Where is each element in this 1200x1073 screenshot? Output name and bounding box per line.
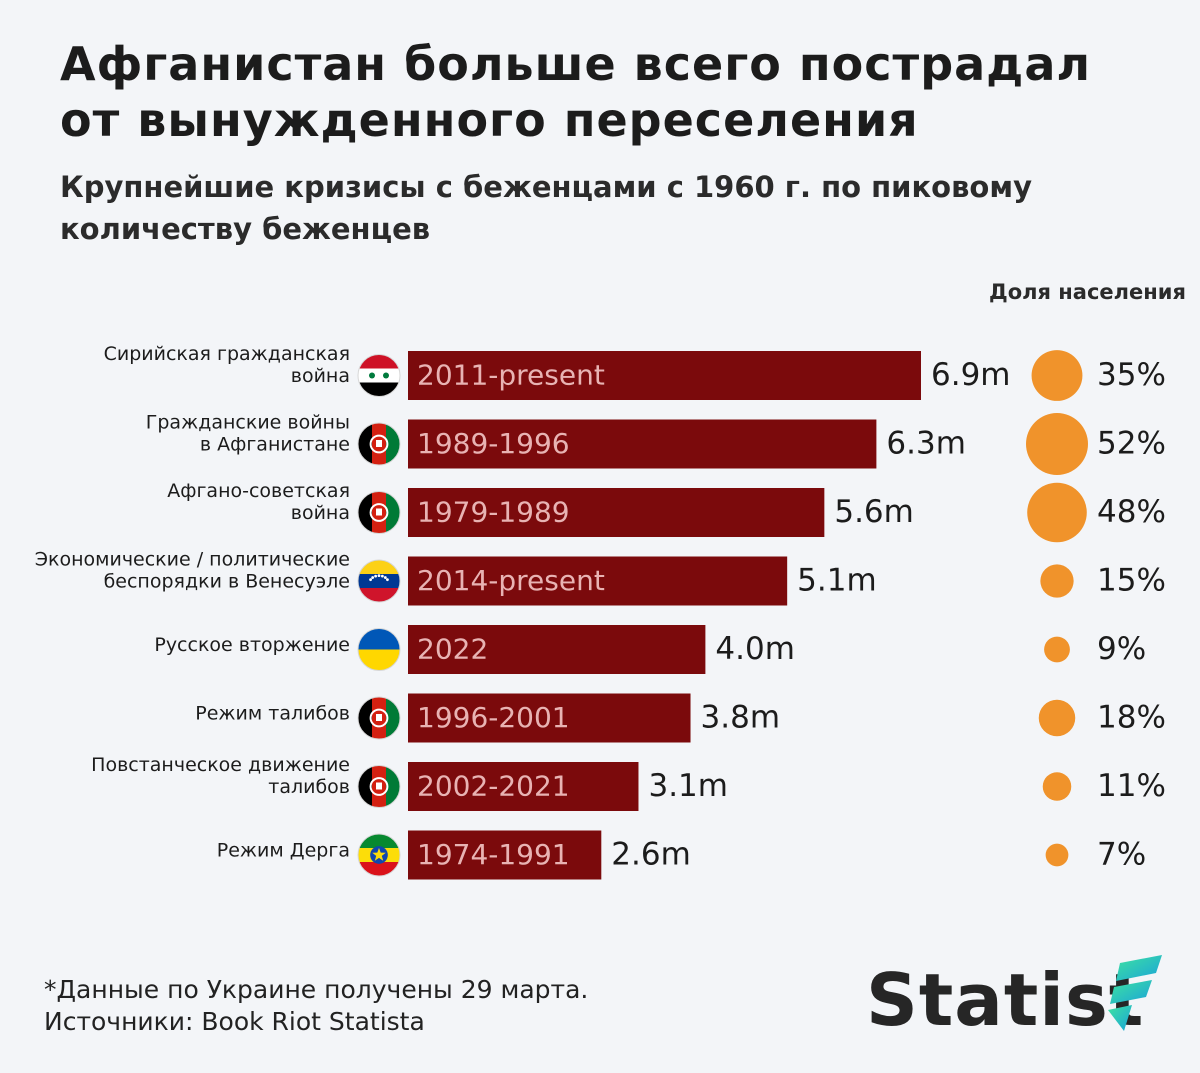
value-label: 4.0m xyxy=(715,631,795,667)
afghanistan-flag-icon xyxy=(357,491,401,534)
share-bubble xyxy=(1045,843,1069,867)
share-bubble xyxy=(1042,772,1072,801)
share-label: 35% xyxy=(1097,357,1166,393)
period-label: 2022 xyxy=(417,633,488,666)
bar xyxy=(408,625,706,674)
bar xyxy=(408,351,921,400)
bar xyxy=(408,693,691,743)
ethiopia-flag-icon xyxy=(357,833,401,877)
share-label: 18% xyxy=(1097,700,1166,736)
share-bubble xyxy=(1031,350,1083,401)
period-label: 2011-present xyxy=(417,359,605,392)
footnote-block: *Данные по Украине получены 29 марта. Ис… xyxy=(44,974,588,1038)
period-label: 2014-present xyxy=(417,564,605,597)
share-bubble xyxy=(1038,699,1076,737)
afghanistan-flag-icon xyxy=(357,696,401,740)
brand-wordmark: Statist xyxy=(866,958,1145,1042)
period-label: 1996-2001 xyxy=(417,701,570,734)
share-label: 52% xyxy=(1097,426,1166,462)
value-label: 3.8m xyxy=(701,700,781,736)
share-label: 11% xyxy=(1097,768,1166,804)
category-label: Русское вторжение xyxy=(154,634,350,656)
venezuela-flag-icon xyxy=(357,559,401,603)
value-label: 6.9m xyxy=(931,357,1011,393)
period-label: 1974-1991 xyxy=(417,838,570,871)
period-label: 2002-2021 xyxy=(417,770,570,803)
share-label: 7% xyxy=(1097,837,1146,873)
brand-mark-icon xyxy=(1108,955,1162,1031)
category-label: Режим Дерга xyxy=(217,840,350,862)
sources-line: Источники: Book Riot Statista xyxy=(44,1007,425,1036)
period-label: 1979-1989 xyxy=(417,496,570,529)
category-label: Режим талибов xyxy=(195,703,350,725)
share-bubble xyxy=(1044,636,1070,663)
ukraine-flag-icon xyxy=(357,628,401,671)
share-bubble xyxy=(1027,482,1087,543)
share-label: 48% xyxy=(1097,494,1166,530)
category-label: война xyxy=(291,365,350,387)
value-label: 2.6m xyxy=(611,837,691,873)
bar xyxy=(408,419,877,469)
bar xyxy=(408,762,639,811)
category-label: война xyxy=(291,502,350,524)
syria-flag-icon xyxy=(357,354,401,397)
value-label: 6.3m xyxy=(886,426,966,462)
chart-subtitle: Крупнейшие кризисы с беженцами с 1960 г.… xyxy=(60,170,1032,246)
value-label: 5.1m xyxy=(797,563,877,599)
value-label: 3.1m xyxy=(648,768,728,804)
bar xyxy=(408,556,788,606)
afghanistan-flag-icon xyxy=(357,422,401,466)
category-label: Сирийская гражданская xyxy=(104,343,350,365)
category-label: в Афганистане xyxy=(200,434,350,456)
chart-row: Режим Дерга 1974-1991 2.6m 7% xyxy=(217,830,1146,880)
share-label: 9% xyxy=(1097,631,1146,667)
category-label: Гражданские войны xyxy=(146,412,350,434)
chart-title: Афганистан больше всего пострадал от вын… xyxy=(60,37,1092,147)
period-label: 1989-1996 xyxy=(417,427,570,460)
category-label: Повстанческое движение xyxy=(91,754,350,776)
category-label: беспорядки в Венесуэле xyxy=(104,571,350,593)
category-label: Афгано-советская xyxy=(167,480,350,502)
share-bubble xyxy=(1040,564,1074,598)
afghanistan-flag-icon xyxy=(357,765,401,808)
category-label: Экономические / политические xyxy=(35,549,350,571)
population-share-header: Доля населения xyxy=(988,280,1186,304)
footnote-ukraine: *Данные по Украине получены 29 марта. xyxy=(44,975,589,1004)
category-label: талибов xyxy=(268,776,350,798)
bar xyxy=(408,830,602,880)
chart-row: Режим талибов 1996-2001 3.8m 18% xyxy=(195,693,1166,743)
chart-row: Русское вторжение 2022 4.0m 9% xyxy=(154,625,1146,674)
share-label: 15% xyxy=(1097,563,1166,599)
share-bubble xyxy=(1026,413,1088,475)
value-label: 5.6m xyxy=(834,494,914,530)
bar xyxy=(408,488,825,537)
